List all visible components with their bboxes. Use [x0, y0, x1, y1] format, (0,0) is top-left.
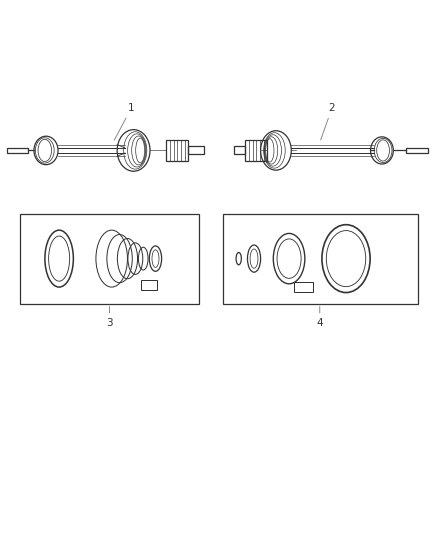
- Bar: [223, 214, 418, 304]
- Bar: [166, 140, 188, 161]
- Bar: [20, 214, 199, 304]
- Text: 2: 2: [321, 103, 336, 140]
- Text: 4: 4: [316, 306, 323, 328]
- Bar: [245, 140, 267, 161]
- Text: 3: 3: [106, 306, 113, 328]
- Bar: [234, 147, 245, 155]
- Bar: [294, 282, 313, 292]
- Text: 1: 1: [114, 103, 135, 140]
- Bar: [7, 148, 28, 153]
- Bar: [188, 147, 204, 155]
- Bar: [141, 280, 157, 290]
- Bar: [406, 148, 428, 153]
